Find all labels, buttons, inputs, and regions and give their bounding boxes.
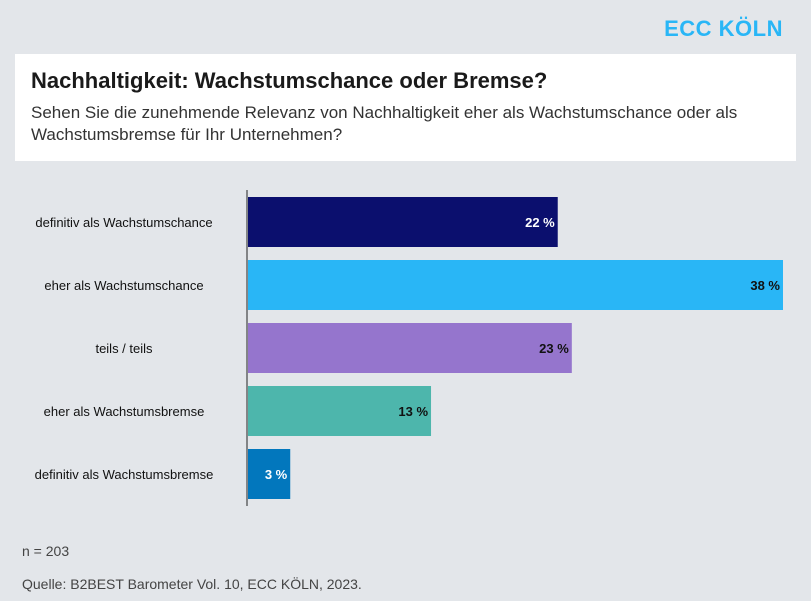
- bar-chart: definitiv als Wachstumschance 22 % eher al…: [35, 190, 783, 506]
- bar: [248, 197, 558, 247]
- bar-value-label: 3 %: [265, 467, 288, 482]
- category-label: eher als Wachstumsbremse: [44, 404, 205, 419]
- category-label: definitiv als Wachstumsbremse: [35, 467, 214, 482]
- category-label: definitiv als Wachstumschance: [35, 215, 212, 230]
- bar: [248, 260, 783, 310]
- header-box: Nachhaltigkeit: Wachstumschance oder Bre…: [15, 54, 796, 161]
- category-label: teils / teils: [95, 341, 153, 356]
- brand-logo: ECC KÖLN: [664, 16, 783, 41]
- category-label: eher als Wachstumschance: [44, 278, 203, 293]
- chart-subtitle: Sehen Sie die zunehmende Relevanz von Na…: [31, 103, 738, 144]
- bar: [248, 386, 432, 436]
- bar-value-label: 13 %: [398, 404, 428, 419]
- bar: [248, 323, 572, 373]
- source-note: Quelle: B2BEST Barometer Vol. 10, ECC KÖ…: [22, 576, 362, 592]
- bar-value-label: 38 %: [750, 278, 780, 293]
- bar: [248, 449, 291, 499]
- bar-value-label: 23 %: [539, 341, 569, 356]
- bar-value-label: 22 %: [525, 215, 555, 230]
- sample-size-note: n = 203: [22, 543, 70, 559]
- chart-title: Nachhaltigkeit: Wachstumschance oder Bre…: [31, 68, 548, 93]
